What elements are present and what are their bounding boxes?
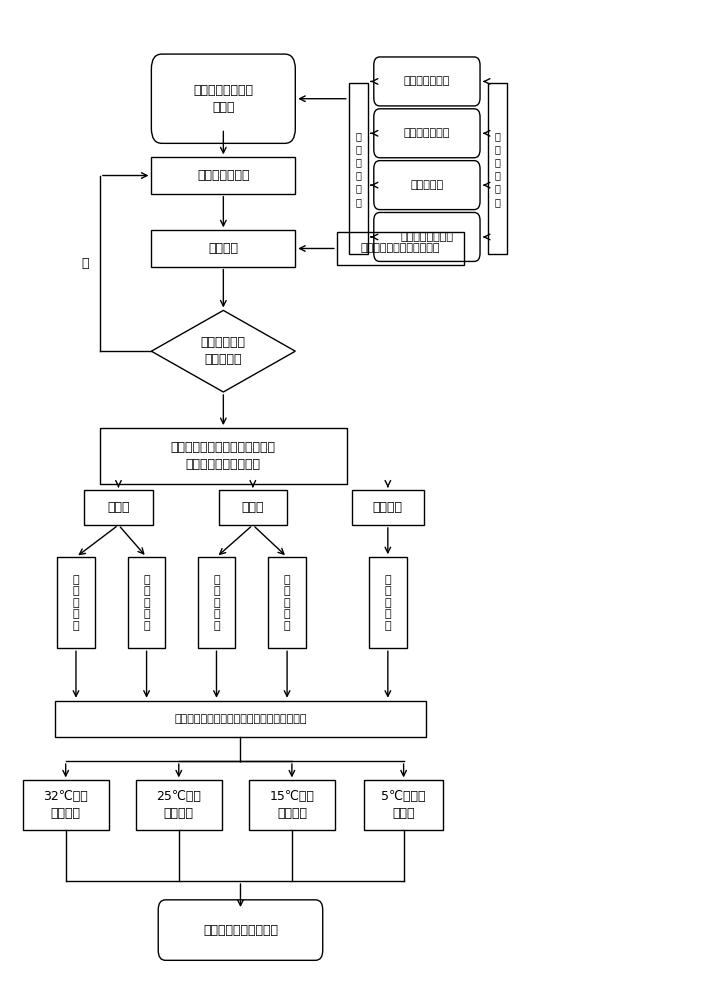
Text: 压
缩
机
入
口: 压 缩 机 入 口 bbox=[283, 575, 291, 631]
Text: 冷
凝
器
出
口: 冷 凝 器 出 口 bbox=[73, 575, 79, 631]
Text: 制冷量和能效比最大的充注量区
间组成了充注量参考域: 制冷量和能效比最大的充注量区 间组成了充注量参考域 bbox=[171, 441, 276, 471]
Bar bbox=[57, 557, 95, 648]
Text: 过冷度: 过冷度 bbox=[107, 501, 130, 514]
Text: 管径变化误差修正: 管径变化误差修正 bbox=[401, 232, 453, 242]
Text: 从高温到低温四种不同工况: 从高温到低温四种不同工况 bbox=[361, 243, 440, 253]
Bar bbox=[348, 83, 368, 254]
Text: 得出四种工况下制冷剂充注量的最佳充注范围: 得出四种工况下制冷剂充注量的最佳充注范围 bbox=[174, 714, 307, 724]
Text: 排气温度: 排气温度 bbox=[373, 501, 403, 514]
Bar bbox=[268, 557, 306, 648]
Text: 蒸
发
器
出
口: 蒸 发 器 出 口 bbox=[213, 575, 220, 631]
Bar bbox=[352, 490, 424, 525]
Text: 弯头内容积: 弯头内容积 bbox=[411, 180, 443, 190]
Bar bbox=[56, 701, 426, 737]
Bar bbox=[128, 557, 166, 648]
Text: 最佳制冷剂充注量范围: 最佳制冷剂充注量范围 bbox=[203, 924, 278, 937]
Text: 压
缩
机
出
口: 压 缩 机 出 口 bbox=[385, 575, 391, 631]
Text: 5℃工况下
充注量: 5℃工况下 充注量 bbox=[381, 790, 426, 820]
Bar bbox=[151, 230, 296, 267]
Text: 制冷剂静态充注: 制冷剂静态充注 bbox=[197, 169, 250, 182]
Text: 内
容
积
估
算
注: 内 容 积 估 算 注 bbox=[495, 131, 501, 207]
Text: 主要管路内容积: 主要管路内容积 bbox=[403, 76, 450, 86]
Text: 内
容
积
估
算
值: 内 容 积 估 算 值 bbox=[356, 131, 361, 207]
Bar bbox=[337, 232, 463, 265]
Text: 制冷量、能效
比最优区间: 制冷量、能效 比最优区间 bbox=[201, 336, 246, 366]
Bar bbox=[151, 157, 296, 194]
Bar bbox=[488, 83, 507, 254]
Bar bbox=[136, 780, 221, 830]
Bar bbox=[364, 780, 443, 830]
Text: 否: 否 bbox=[81, 257, 89, 270]
Text: 32℃工况
下充注量: 32℃工况 下充注量 bbox=[44, 790, 88, 820]
Text: 制冷剂充注量欠量
预评估: 制冷剂充注量欠量 预评估 bbox=[193, 84, 253, 114]
Bar bbox=[23, 780, 109, 830]
Text: 膨
胀
阀
入
口: 膨 胀 阀 入 口 bbox=[144, 575, 150, 631]
Text: 分路管道内容积: 分路管道内容积 bbox=[403, 128, 450, 138]
Bar bbox=[369, 557, 407, 648]
Text: 性能试验: 性能试验 bbox=[208, 242, 238, 255]
Bar bbox=[100, 428, 347, 484]
Bar bbox=[249, 780, 335, 830]
Text: 过热度: 过热度 bbox=[241, 501, 264, 514]
Text: 15℃工况
下充注量: 15℃工况 下充注量 bbox=[269, 790, 314, 820]
Text: 25℃工况
下充注量: 25℃工况 下充注量 bbox=[156, 790, 201, 820]
Bar bbox=[84, 490, 153, 525]
Bar bbox=[218, 490, 287, 525]
Bar bbox=[198, 557, 236, 648]
